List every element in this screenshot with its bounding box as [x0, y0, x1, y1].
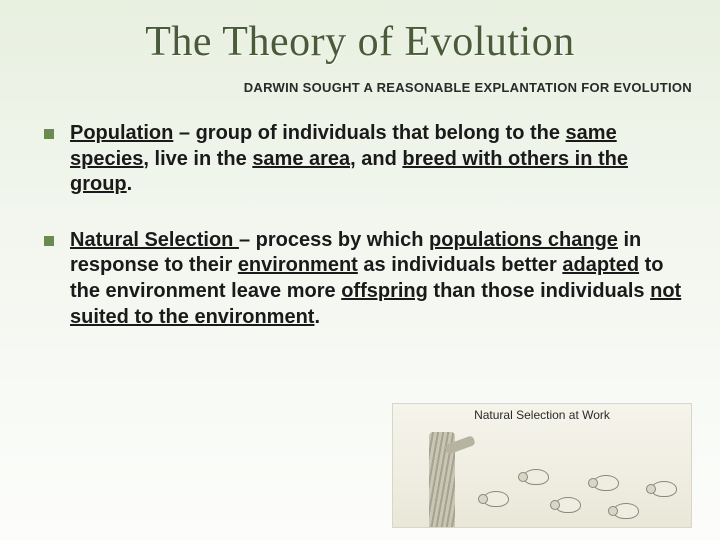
sheep-icon — [613, 503, 639, 519]
illustration-caption: Natural Selection at Work — [474, 408, 610, 422]
underlined-text: same area, — [252, 148, 355, 170]
bullet-text: Natural Selection – process by which pop… — [70, 228, 688, 330]
plain-text: and — [356, 148, 403, 170]
underlined-text: Population — [70, 122, 173, 144]
slide-title: The Theory of Evolution — [0, 0, 720, 66]
bullet-item: Population – group of individuals that b… — [44, 121, 688, 198]
plain-text: . — [314, 306, 320, 328]
underlined-text: offspring — [341, 280, 428, 302]
content-area: Population – group of individuals that b… — [0, 95, 720, 330]
plain-text: than those individuals — [428, 280, 650, 302]
underlined-text: populations change — [429, 229, 618, 251]
underlined-text: environment — [238, 254, 358, 276]
underlined-text: adapted — [562, 254, 639, 276]
sheep-icon — [523, 469, 549, 485]
tree-icon — [415, 432, 465, 527]
sheep-icon — [483, 491, 509, 507]
bullet-marker-icon — [44, 236, 54, 246]
bullet-item: Natural Selection – process by which pop… — [44, 228, 688, 330]
underlined-text: Natural Selection — [70, 229, 239, 251]
illustration: Natural Selection at Work — [392, 403, 692, 528]
sheep-icon — [555, 497, 581, 513]
bullet-marker-icon — [44, 129, 54, 139]
ground-scene — [463, 461, 683, 521]
plain-text: – process by which — [239, 229, 429, 251]
bullet-text: Population – group of individuals that b… — [70, 121, 688, 198]
slide-subtitle: DARWIN SOUGHT A REASONABLE EXPLANTATION … — [0, 80, 720, 95]
plain-text: live in the — [149, 148, 252, 170]
plain-text: as individuals better — [358, 254, 563, 276]
plain-text: . — [127, 173, 133, 195]
sheep-icon — [651, 481, 677, 497]
plain-text: – group of individuals that belong to th… — [173, 122, 565, 144]
sheep-icon — [593, 475, 619, 491]
slide: The Theory of Evolution DARWIN SOUGHT A … — [0, 0, 720, 540]
